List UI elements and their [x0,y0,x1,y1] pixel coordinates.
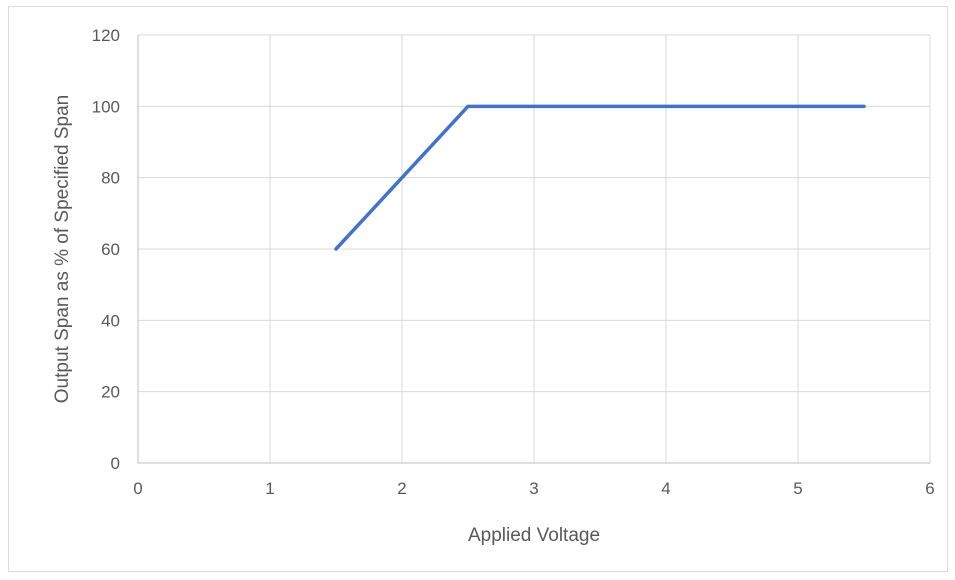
y-tick-label: 120 [92,26,120,45]
chart-frame [8,6,948,572]
x-tick-label: 0 [133,479,142,498]
y-tick-label: 20 [101,383,120,402]
tick-labels: 0 20 40 60 80 100 120 0 1 2 3 4 5 6 [92,26,935,498]
x-tick-label: 4 [661,479,670,498]
y-tick-label: 100 [92,97,120,116]
grid-lines [138,34,931,463]
x-tick-label: 2 [397,479,406,498]
y-tick-label: 80 [101,169,120,188]
x-tick-label: 3 [529,479,538,498]
axes [137,35,930,464]
y-tick-label: 60 [101,240,120,259]
series-line [334,104,866,251]
x-tick-label: 1 [265,479,274,498]
x-tick-label: 5 [793,479,802,498]
y-tick-label: 40 [101,311,120,330]
y-axis-title: Output Span as % of Specified Span [52,95,73,403]
x-tick-label: 6 [925,479,934,498]
series-layer [334,104,866,251]
x-axis-title: Applied Voltage [468,525,600,546]
y-tick-label: 0 [111,454,120,473]
